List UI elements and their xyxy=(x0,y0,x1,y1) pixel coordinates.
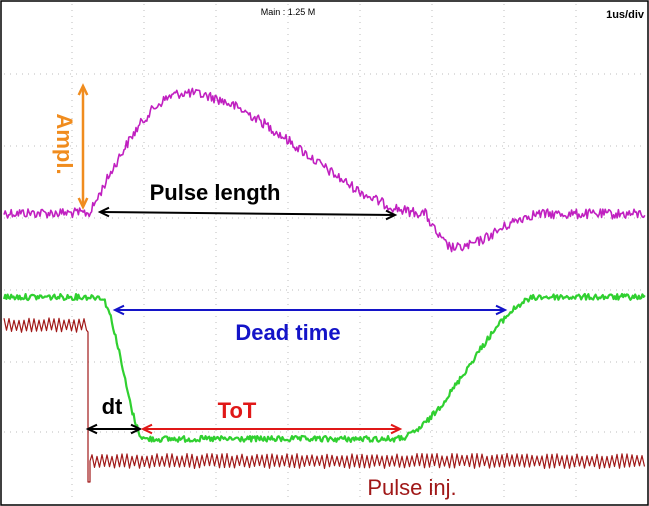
grid xyxy=(4,4,645,502)
pulse-length-arrow xyxy=(97,206,398,221)
dead-time-label: Dead time xyxy=(235,320,340,345)
injection-pulse-trace xyxy=(3,317,646,483)
pulse-length-label: Pulse length xyxy=(150,180,281,205)
annotations xyxy=(77,83,508,435)
tot-arrow xyxy=(140,423,403,435)
ampl-label: Ampl. xyxy=(52,113,77,174)
timebase-label: 1us/div xyxy=(606,9,645,21)
dt-arrow xyxy=(85,423,143,435)
main-label: Main : 1.25 M xyxy=(261,7,316,17)
analog-pulse-trace xyxy=(3,87,646,253)
dead-time-arrow xyxy=(112,304,508,316)
ampl-arrow xyxy=(77,83,89,210)
digital-output-trace xyxy=(2,292,646,443)
dt-label: dt xyxy=(102,394,123,419)
pulse-inj-label: Pulse inj. xyxy=(367,475,456,500)
tot-label: ToT xyxy=(218,398,257,423)
